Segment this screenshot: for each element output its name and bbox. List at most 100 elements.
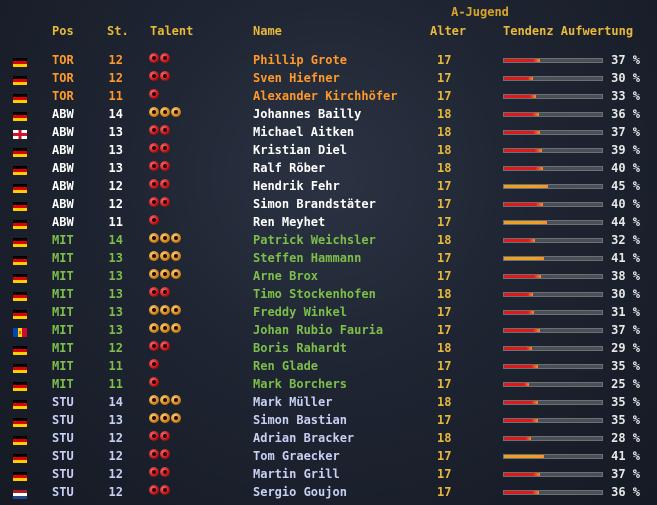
player-strength: 11 — [108, 377, 123, 391]
player-position: ABW — [52, 143, 74, 157]
player-row[interactable]: STU 12 Martin Grill 17 37 % — [0, 465, 657, 483]
player-name[interactable]: Kristian Diel — [253, 143, 347, 157]
tendenz-bar-fill — [504, 77, 534, 80]
player-row[interactable]: ABW 12 Hendrik Fehr 17 45 % — [0, 177, 657, 195]
player-position: STU — [52, 395, 74, 409]
player-age: 17 — [437, 467, 452, 481]
talent-star-icon — [149, 323, 159, 333]
player-row[interactable]: STU 12 Sergio Goujon 17 36 % — [0, 483, 657, 501]
player-name[interactable]: Patrick Weichsler — [253, 233, 376, 247]
talent-star-icon — [149, 467, 159, 477]
player-name[interactable]: Sven Hiefner — [253, 71, 340, 85]
player-age: 17 — [437, 269, 452, 283]
player-name[interactable]: Phillip Grote — [253, 53, 347, 67]
player-name[interactable]: Martin Grill — [253, 467, 340, 481]
player-name[interactable]: Freddy Winkel — [253, 305, 347, 319]
player-name[interactable]: Timo Stockenhofen — [253, 287, 376, 301]
talent-star-icon — [160, 179, 170, 189]
player-name[interactable]: Tom Graecker — [253, 449, 340, 463]
player-talent — [149, 413, 182, 427]
player-name[interactable]: Ren Meyhet — [253, 215, 326, 229]
tendenz-bar-fill — [504, 365, 539, 368]
player-row[interactable]: ABW 14 Johannes Bailly 18 36 % — [0, 105, 657, 123]
talent-star-icon — [160, 233, 170, 243]
player-row[interactable]: STU 13 Simon Bastian 17 35 % — [0, 411, 657, 429]
player-row[interactable]: TOR 12 Sven Hiefner 17 30 % — [0, 69, 657, 87]
header-pos[interactable]: Pos — [52, 24, 74, 38]
player-name[interactable]: Mark Borchers — [253, 377, 347, 391]
talent-star-icon — [160, 53, 170, 63]
player-row[interactable]: MIT 11 Ren Glade 17 35 % — [0, 357, 657, 375]
player-row[interactable]: ABW 13 Michael Aitken 18 37 % — [0, 123, 657, 141]
player-name[interactable]: Alexander Kirchhöfer — [253, 89, 398, 103]
player-name[interactable]: Sergio Goujon — [253, 485, 347, 499]
netherlands-flag-icon — [13, 488, 27, 499]
player-row[interactable]: MIT 13 Timo Stockenhofen 18 30 % — [0, 285, 657, 303]
player-row[interactable]: STU 12 Tom Graecker 17 41 % — [0, 447, 657, 465]
moldova-flag-icon — [13, 326, 27, 337]
player-row[interactable]: TOR 11 Alexander Kirchhöfer 17 33 % — [0, 87, 657, 105]
player-name[interactable]: Michael Aitken — [253, 125, 355, 139]
header-st[interactable]: St. — [107, 24, 129, 38]
player-age: 17 — [437, 359, 452, 373]
tendenz-bar-fill — [504, 419, 539, 422]
player-row[interactable]: MIT 12 Boris Rahardt 18 29 % — [0, 339, 657, 357]
header-tendenz[interactable]: Tendenz Aufwertung — [503, 24, 634, 38]
tendenz-bar — [503, 166, 603, 171]
tendenz-bar — [503, 418, 603, 423]
player-row[interactable]: MIT 13 Freddy Winkel 17 31 % — [0, 303, 657, 321]
player-talent — [149, 125, 171, 139]
player-name[interactable]: Arne Brox — [253, 269, 319, 283]
player-row[interactable]: TOR 12 Phillip Grote 17 37 % — [0, 51, 657, 69]
player-name[interactable]: Hendrik Fehr — [253, 179, 340, 193]
player-name[interactable]: Ren Glade — [253, 359, 319, 373]
player-row[interactable]: ABW 13 Ralf Röber 18 40 % — [0, 159, 657, 177]
player-name[interactable]: Steffen Hammann — [253, 251, 362, 265]
tendenz-percent: 41 % — [611, 251, 640, 265]
player-row[interactable]: STU 12 Adrian Bracker 18 28 % — [0, 429, 657, 447]
header-name[interactable]: Name — [253, 24, 282, 38]
tendenz-bar-fill — [504, 491, 540, 494]
player-name[interactable]: Adrian Bracker — [253, 431, 355, 445]
tendenz-percent: 29 % — [611, 341, 640, 355]
player-position: STU — [52, 485, 74, 499]
player-name[interactable]: Mark Müller — [253, 395, 333, 409]
player-name[interactable]: Johannes Bailly — [253, 107, 362, 121]
germany-flag-icon — [13, 452, 27, 463]
player-row[interactable]: ABW 13 Kristian Diel 18 39 % — [0, 141, 657, 159]
tendenz-bar-fill — [504, 311, 535, 314]
player-strength: 12 — [108, 197, 123, 211]
talent-star-icon — [160, 305, 170, 315]
player-row[interactable]: ABW 12 Simon Brandstäter 17 40 % — [0, 195, 657, 213]
tendenz-bar-fill — [504, 239, 536, 242]
player-talent — [149, 53, 171, 67]
player-position: MIT — [52, 251, 74, 265]
tendenz-percent: 41 % — [611, 449, 640, 463]
talent-star-icon — [160, 125, 170, 135]
player-row[interactable]: MIT 13 Arne Brox 17 38 % — [0, 267, 657, 285]
tendenz-bar-fill — [504, 131, 541, 134]
tendenz-bar-fill — [504, 347, 533, 350]
player-talent — [149, 215, 160, 229]
tendenz-bar-fill — [504, 383, 529, 386]
player-name[interactable]: Johan Rubio Fauria — [253, 323, 384, 337]
player-row[interactable]: MIT 11 Mark Borchers 17 25 % — [0, 375, 657, 393]
germany-flag-icon — [13, 398, 27, 409]
player-strength: 13 — [108, 287, 123, 301]
player-row[interactable]: MIT 13 Johan Rubio Fauria 17 37 % — [0, 321, 657, 339]
germany-flag-icon — [13, 308, 27, 319]
player-name[interactable]: Simon Bastian — [253, 413, 347, 427]
player-row[interactable]: MIT 13 Steffen Hammann 17 41 % — [0, 249, 657, 267]
talent-star-icon — [149, 89, 159, 99]
player-name[interactable]: Boris Rahardt — [253, 341, 347, 355]
talent-star-icon — [160, 395, 170, 405]
player-row[interactable]: MIT 14 Patrick Weichsler 18 32 % — [0, 231, 657, 249]
player-name[interactable]: Ralf Röber — [253, 161, 326, 175]
tendenz-bar-fill — [504, 455, 545, 458]
player-name[interactable]: Simon Brandstäter — [253, 197, 376, 211]
player-strength: 11 — [108, 215, 123, 229]
player-row[interactable]: STU 14 Mark Müller 18 35 % — [0, 393, 657, 411]
header-alter[interactable]: Alter — [430, 24, 467, 38]
player-row[interactable]: ABW 11 Ren Meyhet 17 44 % — [0, 213, 657, 231]
header-talent[interactable]: Talent — [150, 24, 194, 38]
